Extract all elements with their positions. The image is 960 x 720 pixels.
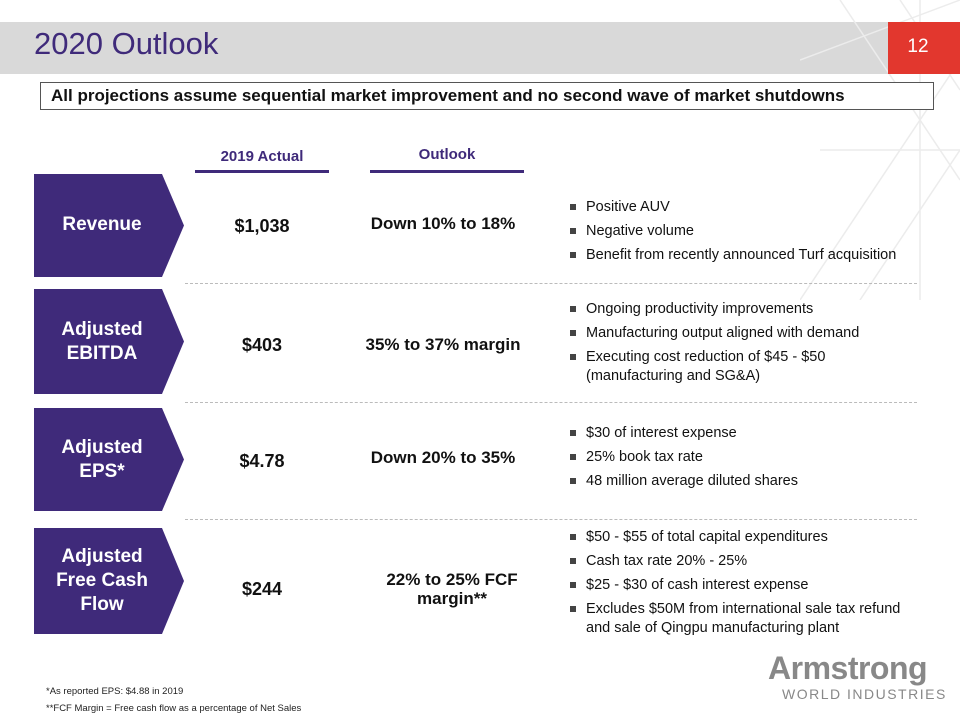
logo-tagline: WORLD INDUSTRIES bbox=[782, 686, 947, 702]
bullet-list: Ongoing productivity improvements Manufa… bbox=[568, 300, 940, 391]
footnote-eps: *As reported EPS: $4.88 in 2019 bbox=[46, 686, 184, 697]
list-item: 25% book tax rate bbox=[568, 448, 940, 467]
page-number: 12 bbox=[907, 36, 929, 57]
bullet-square-icon bbox=[570, 330, 576, 336]
bullet-square-icon bbox=[570, 306, 576, 312]
row-label-text: Adjusted EBITDA bbox=[61, 319, 143, 364]
row-label-adjusted-ebitda: Adjusted EBITDA bbox=[34, 289, 184, 394]
row-divider bbox=[185, 283, 917, 284]
page-number-block bbox=[888, 22, 960, 74]
chevron-shape bbox=[34, 174, 184, 277]
outlook-value: 22% to 25% FCF margin** bbox=[386, 570, 518, 608]
list-item: Manufacturing output aligned with demand bbox=[568, 324, 940, 343]
bullet-square-icon bbox=[570, 478, 576, 484]
bullet-list: $30 of interest expense 25% book tax rat… bbox=[568, 424, 940, 496]
list-item: Negative volume bbox=[568, 222, 940, 241]
list-item: Positive AUV bbox=[568, 198, 940, 217]
list-item: Benefit from recently announced Turf acq… bbox=[568, 246, 940, 265]
bullet-square-icon bbox=[570, 228, 576, 234]
list-item: Cash tax rate 20% - 25% bbox=[568, 552, 940, 571]
actual-value: $403 bbox=[241, 335, 283, 355]
row-label-text: Adjusted Free Cash Flow bbox=[56, 546, 148, 615]
bullet-list: $50 - $55 of total capital expenditures … bbox=[568, 528, 940, 643]
column-header-actual: 2019 Actual bbox=[220, 148, 304, 165]
chevron-shape bbox=[34, 528, 184, 634]
list-item: $25 - $30 of cash interest expense bbox=[568, 576, 940, 595]
row-label-revenue: Revenue bbox=[34, 174, 184, 277]
bullet-square-icon bbox=[570, 204, 576, 210]
bullet-square-icon bbox=[570, 430, 576, 436]
bullet-list: Positive AUV Negative volume Benefit fro… bbox=[568, 198, 940, 270]
row-divider bbox=[185, 402, 917, 403]
actual-value: $4.78 bbox=[239, 451, 285, 471]
row-label-adjusted-free-cash-flow: Adjusted Free Cash Flow bbox=[34, 528, 184, 634]
row-label-text: Revenue bbox=[62, 214, 142, 235]
bullet-square-icon bbox=[570, 534, 576, 540]
list-item: $30 of interest expense bbox=[568, 424, 940, 443]
row-divider bbox=[185, 519, 917, 520]
title-bar bbox=[0, 22, 888, 74]
row-label-adjusted-eps: Adjusted EPS* bbox=[34, 408, 184, 511]
column-underline-actual bbox=[195, 170, 329, 173]
chevron-shape bbox=[34, 289, 184, 394]
list-item: 48 million average diluted shares bbox=[568, 472, 940, 491]
list-item: Executing cost reduction of $45 - $50 (m… bbox=[568, 348, 940, 386]
row-label-text: Adjusted EPS* bbox=[61, 437, 143, 482]
column-header-outlook: Outlook bbox=[418, 146, 476, 163]
list-item: Ongoing productivity improvements bbox=[568, 300, 940, 319]
armstrong-logo: Armstrong bbox=[768, 650, 928, 686]
projection-banner: All projections assume sequential market… bbox=[40, 82, 934, 110]
outlook-value: Down 20% to 35% bbox=[370, 448, 516, 467]
page-title: 2020 Outlook bbox=[34, 26, 219, 61]
bullet-square-icon bbox=[570, 558, 576, 564]
bullet-square-icon bbox=[570, 354, 576, 360]
footnote-fcf: **FCF Margin = Free cash flow as a perce… bbox=[46, 703, 302, 714]
list-item: Excludes $50M from international sale ta… bbox=[568, 600, 940, 638]
actual-value: $244 bbox=[241, 579, 283, 599]
bullet-square-icon bbox=[570, 454, 576, 460]
bullet-square-icon bbox=[570, 252, 576, 258]
outlook-value: 35% to 37% margin bbox=[365, 335, 521, 354]
bullet-square-icon bbox=[570, 582, 576, 588]
column-underline-outlook bbox=[370, 170, 524, 173]
bullet-square-icon bbox=[570, 606, 576, 612]
chevron-shape bbox=[34, 408, 184, 511]
outlook-value: Down 10% to 18% bbox=[370, 214, 516, 233]
list-item: $50 - $55 of total capital expenditures bbox=[568, 528, 940, 547]
actual-value: $1,038 bbox=[234, 216, 290, 236]
